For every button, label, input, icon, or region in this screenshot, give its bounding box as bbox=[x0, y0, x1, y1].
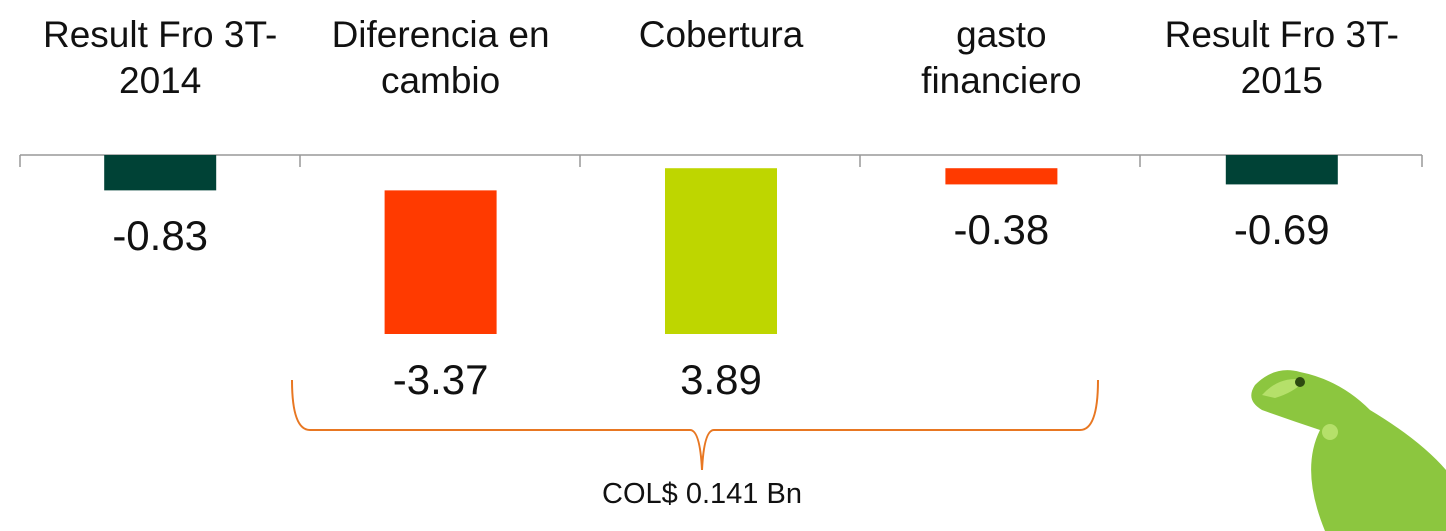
x-tick-label: Result Fro 3T- 2014 bbox=[20, 12, 300, 104]
x-tick-label: gasto financiero bbox=[861, 12, 1141, 104]
bar bbox=[665, 168, 777, 334]
value-label: -0.69 bbox=[1182, 206, 1382, 254]
annotation: COL$ 0.141 Bn bbox=[552, 478, 852, 511]
bar bbox=[104, 155, 216, 190]
value-label: -0.38 bbox=[901, 206, 1101, 254]
chart: COL$ 0.141 Bn Result Fro 3T- 2014 -0.83 Di… bbox=[0, 0, 1446, 531]
bar bbox=[385, 190, 497, 334]
axis bbox=[20, 155, 1422, 167]
x-tick-label: Cobertura bbox=[581, 12, 861, 58]
bar bbox=[1226, 155, 1338, 184]
value-label: -0.83 bbox=[60, 212, 260, 260]
x-tick-label: Result Fro 3T- 2015 bbox=[1142, 12, 1422, 104]
iguana bbox=[1251, 370, 1446, 531]
x-tick-label: Diferencia en cambio bbox=[301, 12, 581, 104]
bar bbox=[945, 168, 1057, 184]
value-label: 3.89 bbox=[621, 356, 821, 404]
value-label: -3.37 bbox=[341, 356, 541, 404]
